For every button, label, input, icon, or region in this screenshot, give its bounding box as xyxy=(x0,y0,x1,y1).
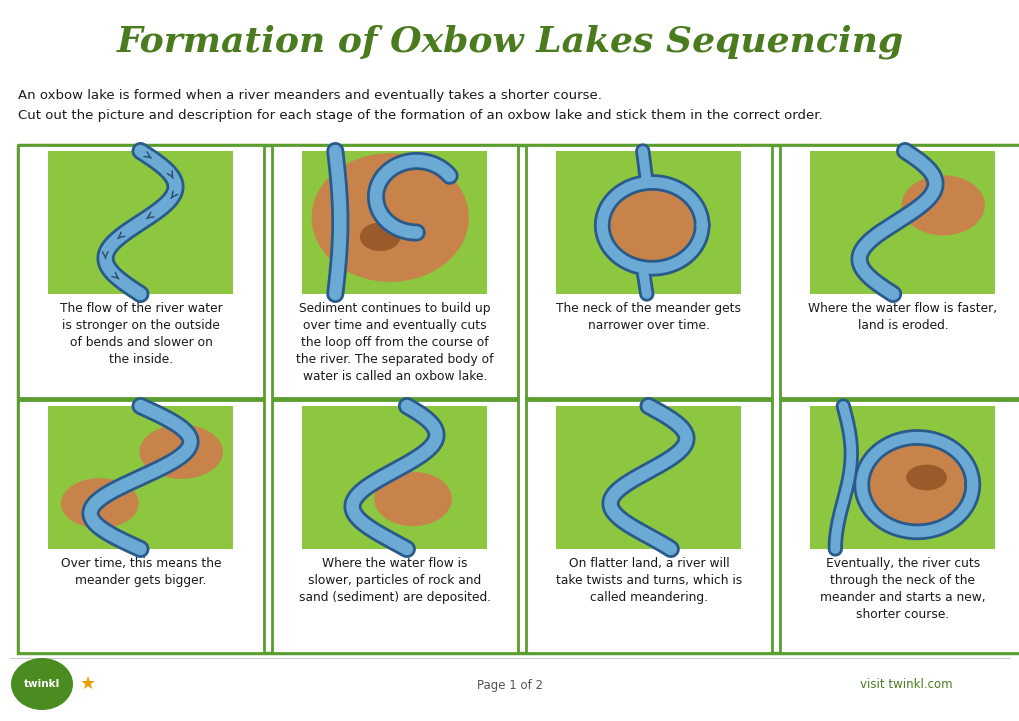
Bar xyxy=(780,145,1019,398)
Bar xyxy=(18,145,1019,653)
Ellipse shape xyxy=(312,153,469,282)
Bar xyxy=(48,406,232,549)
Bar xyxy=(555,406,740,549)
Ellipse shape xyxy=(140,425,222,479)
Text: visit twinkl.com: visit twinkl.com xyxy=(859,678,952,691)
Text: Eventually, the river cuts
through the neck of the
meander and starts a new,
sho: Eventually, the river cuts through the n… xyxy=(819,557,984,621)
Text: Over time, this means the
meander gets bigger.: Over time, this means the meander gets b… xyxy=(61,557,221,587)
Bar xyxy=(526,145,771,398)
Bar xyxy=(272,145,518,398)
Bar xyxy=(48,151,232,294)
Text: Where the water flow is faster,
land is eroded.: Where the water flow is faster, land is … xyxy=(808,302,997,332)
Text: Where the water flow is
slower, particles of rock and
sand (sediment) are deposi: Where the water flow is slower, particle… xyxy=(299,557,490,604)
Ellipse shape xyxy=(360,223,400,251)
Ellipse shape xyxy=(856,433,976,536)
Bar xyxy=(555,151,740,294)
Bar xyxy=(302,151,486,294)
Ellipse shape xyxy=(601,181,702,270)
Bar xyxy=(526,400,771,653)
Bar xyxy=(809,151,994,294)
Text: The flow of the river water
is stronger on the outside
of bends and slower on
th: The flow of the river water is stronger … xyxy=(59,302,222,366)
Ellipse shape xyxy=(374,472,451,526)
Bar xyxy=(809,406,994,549)
Text: twinkl: twinkl xyxy=(23,679,60,689)
Text: An oxbow lake is formed when a river meanders and eventually takes a shorter cou: An oxbow lake is formed when a river mea… xyxy=(18,89,601,102)
Text: Formation of Oxbow Lakes Sequencing: Formation of Oxbow Lakes Sequencing xyxy=(116,25,903,59)
Text: On flatter land, a river will
take twists and turns, which is
called meandering.: On flatter land, a river will take twist… xyxy=(555,557,742,604)
Ellipse shape xyxy=(901,175,984,235)
Ellipse shape xyxy=(61,478,139,528)
Text: Cut out the picture and description for each stage of the formation of an oxbow : Cut out the picture and description for … xyxy=(18,108,821,122)
Bar xyxy=(18,400,264,653)
Text: Sediment continues to build up
over time and eventually cuts
the loop off from t: Sediment continues to build up over time… xyxy=(296,302,493,383)
Text: ★: ★ xyxy=(79,675,96,693)
Ellipse shape xyxy=(11,658,73,710)
Bar xyxy=(272,400,518,653)
Ellipse shape xyxy=(905,464,946,490)
Bar xyxy=(780,400,1019,653)
Bar xyxy=(18,145,264,398)
Bar xyxy=(302,406,486,549)
Text: The neck of the meander gets
narrower over time.: The neck of the meander gets narrower ov… xyxy=(556,302,741,332)
Text: Page 1 of 2: Page 1 of 2 xyxy=(477,678,542,691)
